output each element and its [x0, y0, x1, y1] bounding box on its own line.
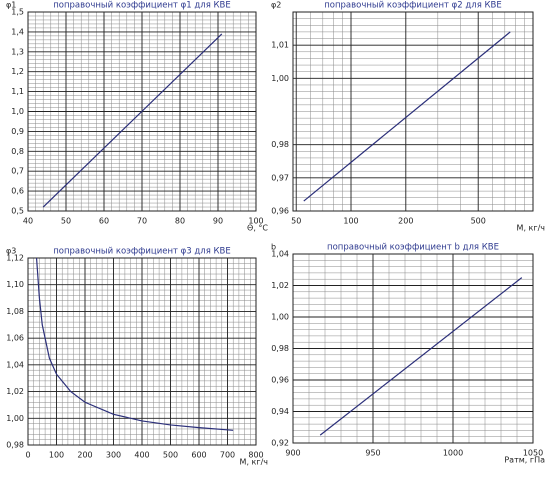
x-tick-label: 50	[61, 217, 71, 226]
y-axis-label: φ1	[6, 1, 16, 10]
x-tick-label: 600	[191, 451, 206, 460]
y-tick-label: 1,00	[271, 313, 289, 322]
y-tick-label: 0,92	[271, 439, 289, 448]
chart-title: поправочный коэффициент φ2 для КВЕ	[324, 1, 502, 11]
y-axis-label: φ3	[6, 247, 16, 256]
data-line	[319, 277, 523, 436]
y-tick-label: 1,01	[271, 41, 289, 50]
y-tick-label: 1,02	[6, 387, 24, 396]
y-tick-label: 0,94	[271, 407, 289, 416]
y-tick-label: 1,1	[11, 87, 24, 96]
y-tick-label: 1,0	[11, 107, 24, 116]
y-tick-label: 1,00	[271, 74, 289, 83]
x-tick-label: 200	[77, 451, 92, 460]
data-line	[35, 257, 234, 431]
y-tick-label: 0,96	[271, 376, 289, 385]
y-axis-label: b	[271, 243, 276, 252]
x-tick-label: 100	[248, 217, 263, 226]
chart-title: поправочный коэффициент φ3 для КВЕ	[53, 247, 231, 257]
x-tick-label: 500	[163, 451, 178, 460]
y-tick-label: 1,00	[6, 414, 24, 423]
plot-frame	[292, 253, 534, 444]
y-tick-label: 0,5	[11, 207, 24, 216]
chart-title: поправочный коэффициент b для КВЕ	[327, 243, 499, 253]
chart-title: поправочный коэффициент φ1 для КВЕ	[53, 1, 231, 11]
y-tick-label: 0,98	[6, 441, 24, 450]
x-tick-label: 70	[137, 217, 147, 226]
x-tick-label: 40	[23, 217, 33, 226]
y-tick-label: 1,12	[6, 254, 24, 263]
x-tick-label: 300	[106, 451, 121, 460]
y-tick-label: 1,10	[6, 280, 24, 289]
x-axis-label: M, кг/ч	[517, 224, 545, 233]
y-tick-label: 1,04	[6, 360, 24, 369]
x-tick-label: 700	[220, 451, 235, 460]
y-tick-label: 0,98	[271, 140, 289, 149]
x-tick-label: 90	[213, 217, 223, 226]
x-tick-label: 800	[248, 451, 263, 460]
x-tick-label: 100	[49, 451, 64, 460]
y-tick-label: 1,4	[11, 27, 24, 36]
data-line	[42, 33, 223, 208]
x-tick-label: 80	[175, 217, 185, 226]
x-tick-label: 50	[291, 217, 301, 226]
plot-frame	[27, 257, 257, 446]
x-tick-label: 400	[134, 451, 149, 460]
y-tick-label: 1,08	[6, 307, 24, 316]
x-tick-label: 60	[99, 217, 109, 226]
y-tick-label: 0,96	[271, 207, 289, 216]
y-tick-label: 1,3	[11, 47, 24, 56]
y-tick-label: 1,2	[11, 67, 24, 76]
x-tick-label: 1050	[523, 449, 543, 458]
x-tick-label: 1000	[443, 449, 463, 458]
y-tick-label: 0,6	[11, 187, 24, 196]
y-tick-label: 1,5	[11, 8, 24, 17]
y-tick-label: 1,02	[271, 281, 289, 290]
y-tick-label: 0,8	[11, 147, 24, 156]
plot-frame	[27, 11, 257, 212]
data-line	[303, 31, 511, 202]
x-tick-label: 950	[365, 449, 380, 458]
y-tick-label: 1,06	[6, 334, 24, 343]
y-tick-label: 0,97	[271, 173, 289, 182]
y-axis-label: φ2	[271, 1, 281, 10]
x-tick-label: 100	[343, 217, 358, 226]
x-tick-label: 200	[398, 217, 413, 226]
x-tick-label: 0	[25, 451, 30, 460]
x-axis-label: Pатм, гПа	[504, 456, 545, 465]
x-tick-label: 500	[471, 217, 486, 226]
plot-frame	[292, 11, 534, 212]
y-tick-label: 0,9	[11, 127, 24, 136]
y-tick-label: 0,7	[11, 167, 24, 176]
x-axis-label: M, кг/ч	[240, 458, 268, 467]
x-tick-label: 900	[285, 449, 300, 458]
y-tick-label: 0,98	[271, 344, 289, 353]
x-axis-label: Θ, °C	[247, 224, 268, 233]
y-tick-label: 1,04	[271, 250, 289, 259]
